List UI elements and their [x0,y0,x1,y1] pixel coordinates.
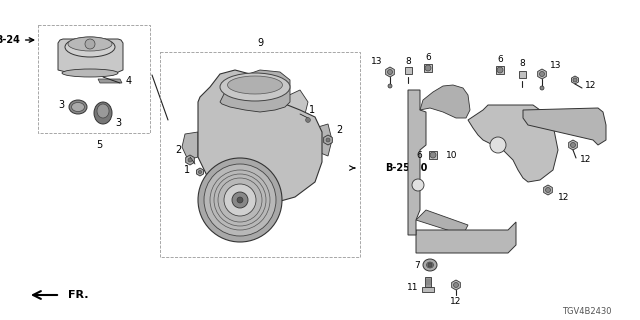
Ellipse shape [227,76,282,94]
Polygon shape [182,132,198,160]
Bar [38,25,150,133]
Text: 5: 5 [96,140,102,150]
Text: 3: 3 [58,100,64,110]
Circle shape [540,71,545,76]
Ellipse shape [62,69,118,77]
Circle shape [545,188,550,193]
Text: FR.: FR. [68,290,88,300]
Text: 8: 8 [405,57,411,66]
Polygon shape [420,85,470,118]
Circle shape [85,39,95,49]
Text: 4: 4 [126,76,132,86]
Text: 13: 13 [550,61,561,70]
Circle shape [412,179,424,191]
Text: 12: 12 [451,297,461,306]
Circle shape [497,67,503,73]
Text: 6: 6 [416,150,422,159]
Ellipse shape [68,37,112,51]
Bar [404,67,412,74]
Polygon shape [386,67,394,77]
Ellipse shape [97,104,109,118]
Text: 8: 8 [519,60,525,68]
Polygon shape [572,76,579,84]
Ellipse shape [220,73,290,101]
Circle shape [204,164,276,236]
Polygon shape [324,135,332,145]
Polygon shape [408,90,426,235]
Polygon shape [543,185,552,195]
Text: 12: 12 [580,156,591,164]
Text: 12: 12 [558,194,570,203]
Circle shape [540,86,544,90]
Ellipse shape [65,37,115,57]
Polygon shape [523,108,606,145]
Polygon shape [318,124,332,156]
Polygon shape [58,39,123,75]
Text: 10: 10 [446,150,458,159]
Circle shape [490,137,506,153]
Circle shape [573,78,577,82]
Polygon shape [468,105,558,182]
Polygon shape [538,69,547,79]
Circle shape [306,117,310,122]
Circle shape [326,138,330,142]
Polygon shape [452,280,460,290]
Text: 3: 3 [115,118,121,128]
Text: B-25-10: B-25-10 [385,163,428,173]
Polygon shape [416,210,468,235]
Polygon shape [220,70,290,112]
Text: 13: 13 [371,58,382,67]
Text: 7: 7 [414,260,420,269]
Polygon shape [422,287,434,292]
Polygon shape [282,90,308,117]
Text: TGV4B2430: TGV4B2430 [563,308,612,316]
Polygon shape [196,168,204,176]
Circle shape [224,184,256,216]
Circle shape [428,263,432,267]
Circle shape [388,84,392,88]
Circle shape [237,197,243,203]
Ellipse shape [69,100,87,114]
Text: 2: 2 [176,145,182,155]
Polygon shape [186,155,195,165]
Polygon shape [416,222,516,253]
Circle shape [454,283,458,287]
Ellipse shape [72,102,84,111]
Text: 6: 6 [497,55,503,65]
Polygon shape [569,140,577,150]
Ellipse shape [426,262,433,268]
Circle shape [425,65,431,71]
Text: 2: 2 [336,125,342,135]
Circle shape [430,152,436,158]
Ellipse shape [94,102,112,124]
Text: 1: 1 [309,105,315,115]
Circle shape [198,170,202,173]
Text: 12: 12 [585,82,596,91]
Text: B-24: B-24 [0,35,34,45]
Polygon shape [98,79,122,83]
Text: 1: 1 [184,165,190,175]
Bar [429,151,437,159]
Bar [160,52,360,257]
Ellipse shape [423,259,437,271]
Circle shape [198,158,282,242]
Polygon shape [198,70,322,204]
Circle shape [188,158,192,162]
Bar [518,70,525,77]
Text: 9: 9 [257,38,263,48]
Bar [424,64,432,72]
Circle shape [232,192,248,208]
Polygon shape [425,277,431,287]
Text: 6: 6 [425,53,431,62]
Circle shape [387,69,392,75]
Text: 11: 11 [406,283,418,292]
Bar [496,66,504,74]
Polygon shape [303,114,313,126]
Circle shape [570,142,575,148]
